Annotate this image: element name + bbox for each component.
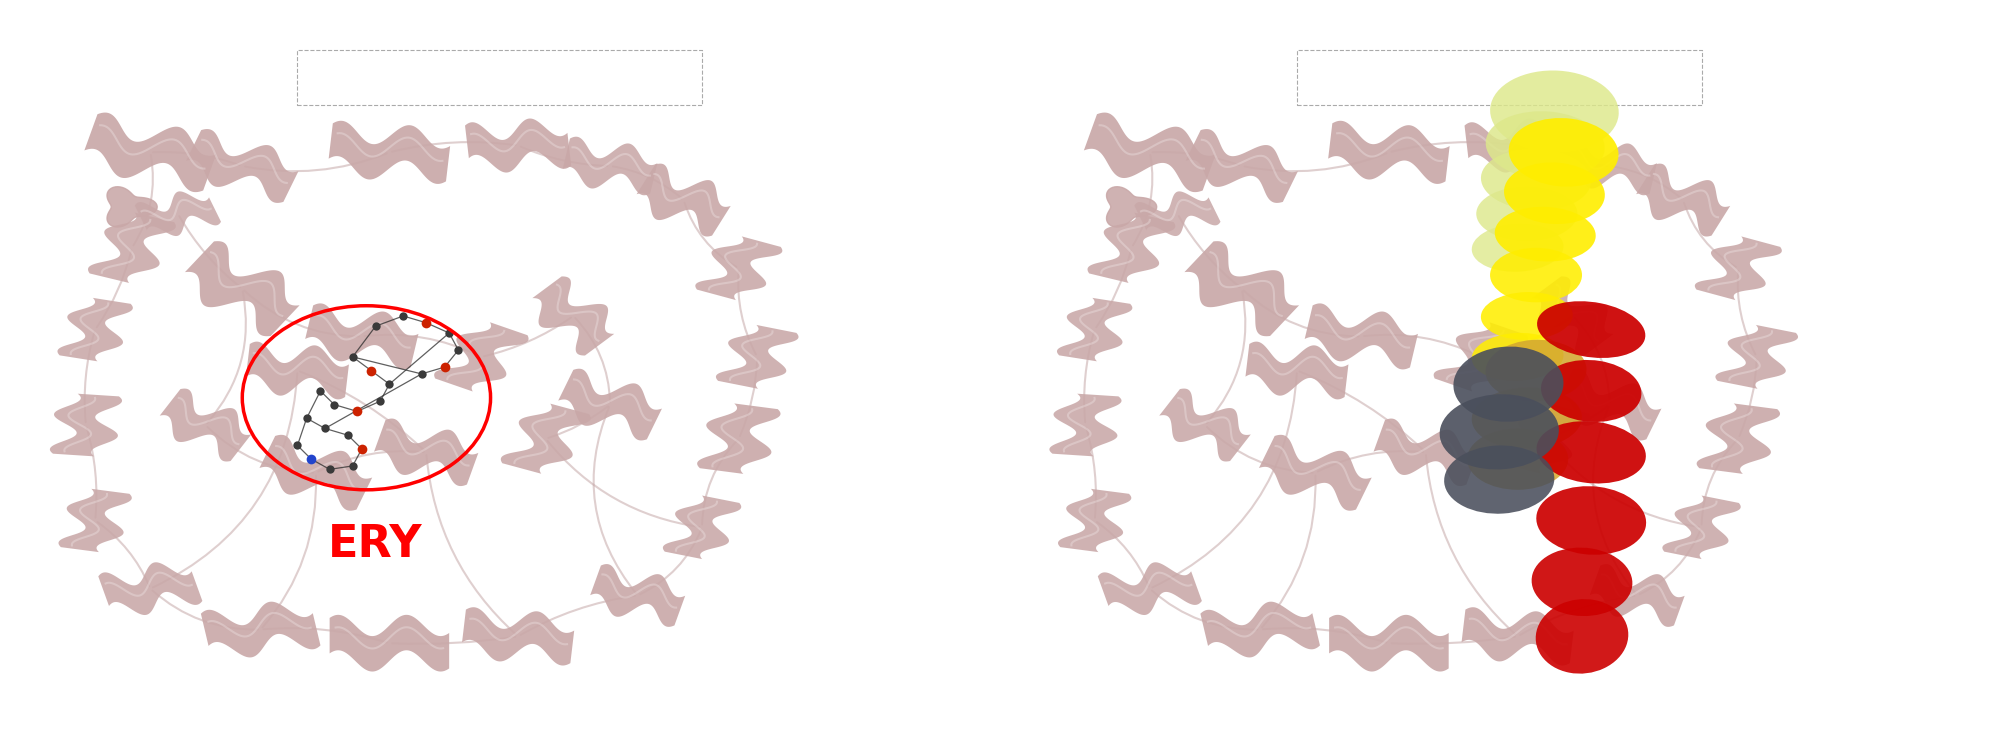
Polygon shape [695, 236, 781, 300]
Ellipse shape [1471, 224, 1562, 272]
Polygon shape [134, 191, 222, 236]
Polygon shape [1461, 607, 1572, 665]
Polygon shape [88, 213, 176, 283]
Polygon shape [1159, 388, 1251, 462]
Polygon shape [1433, 322, 1526, 391]
Polygon shape [186, 241, 300, 336]
Ellipse shape [1485, 111, 1604, 180]
Polygon shape [1049, 393, 1121, 456]
Polygon shape [108, 187, 158, 227]
Ellipse shape [1534, 599, 1628, 674]
Polygon shape [1057, 298, 1131, 362]
Polygon shape [1199, 602, 1319, 657]
Ellipse shape [1453, 347, 1562, 422]
Polygon shape [466, 119, 571, 173]
Ellipse shape [1530, 548, 1632, 616]
Polygon shape [1373, 419, 1477, 486]
Polygon shape [200, 602, 320, 657]
Polygon shape [1087, 213, 1175, 283]
Polygon shape [663, 496, 741, 559]
Polygon shape [84, 113, 216, 192]
Polygon shape [697, 403, 779, 474]
Polygon shape [374, 419, 478, 486]
Polygon shape [1327, 121, 1449, 184]
Ellipse shape [1443, 445, 1554, 514]
Polygon shape [160, 388, 252, 462]
Polygon shape [501, 404, 589, 473]
Polygon shape [330, 615, 450, 671]
Ellipse shape [1481, 292, 1572, 340]
Polygon shape [1556, 369, 1660, 440]
Ellipse shape [1502, 162, 1604, 224]
Polygon shape [246, 342, 350, 399]
Polygon shape [531, 276, 613, 356]
Text: ERY: ERY [328, 523, 424, 566]
Ellipse shape [1495, 207, 1594, 262]
Ellipse shape [1489, 70, 1618, 153]
Polygon shape [186, 129, 298, 203]
Polygon shape [635, 164, 731, 236]
Polygon shape [589, 564, 685, 627]
Polygon shape [306, 303, 418, 370]
Ellipse shape [1439, 394, 1558, 470]
Polygon shape [1305, 303, 1417, 370]
Polygon shape [1133, 191, 1221, 236]
Polygon shape [50, 393, 122, 456]
Ellipse shape [1540, 360, 1640, 422]
Polygon shape [1329, 615, 1449, 671]
Ellipse shape [1485, 340, 1586, 401]
Polygon shape [328, 121, 450, 184]
Ellipse shape [1489, 247, 1580, 302]
Polygon shape [1245, 342, 1349, 399]
Polygon shape [462, 607, 573, 665]
Polygon shape [1694, 236, 1780, 300]
Ellipse shape [1471, 333, 1562, 381]
Polygon shape [1562, 136, 1656, 196]
Polygon shape [1185, 129, 1297, 203]
Polygon shape [58, 489, 132, 552]
Bar [1297, 50, 1700, 104]
Polygon shape [1097, 562, 1201, 615]
Polygon shape [1714, 325, 1796, 389]
Polygon shape [557, 369, 661, 440]
Polygon shape [1588, 564, 1684, 627]
Polygon shape [563, 136, 657, 196]
Polygon shape [1500, 404, 1588, 473]
Ellipse shape [1508, 118, 1618, 187]
Ellipse shape [1536, 301, 1644, 358]
Ellipse shape [1471, 388, 1580, 449]
Polygon shape [1083, 113, 1215, 192]
Ellipse shape [1536, 486, 1644, 555]
Polygon shape [1662, 496, 1740, 559]
Ellipse shape [1477, 187, 1576, 241]
Polygon shape [1696, 403, 1778, 474]
Ellipse shape [1481, 149, 1590, 210]
Bar [298, 50, 701, 104]
Polygon shape [1634, 164, 1730, 236]
Polygon shape [1057, 489, 1131, 552]
Polygon shape [715, 325, 797, 389]
Polygon shape [260, 435, 372, 511]
Polygon shape [1185, 241, 1299, 336]
Ellipse shape [1467, 428, 1566, 490]
Polygon shape [1465, 119, 1570, 173]
Polygon shape [1259, 435, 1371, 511]
Polygon shape [1530, 276, 1612, 356]
Ellipse shape [1536, 421, 1644, 483]
Polygon shape [434, 322, 527, 391]
Polygon shape [58, 298, 132, 362]
Polygon shape [1107, 187, 1157, 227]
Polygon shape [98, 562, 202, 615]
